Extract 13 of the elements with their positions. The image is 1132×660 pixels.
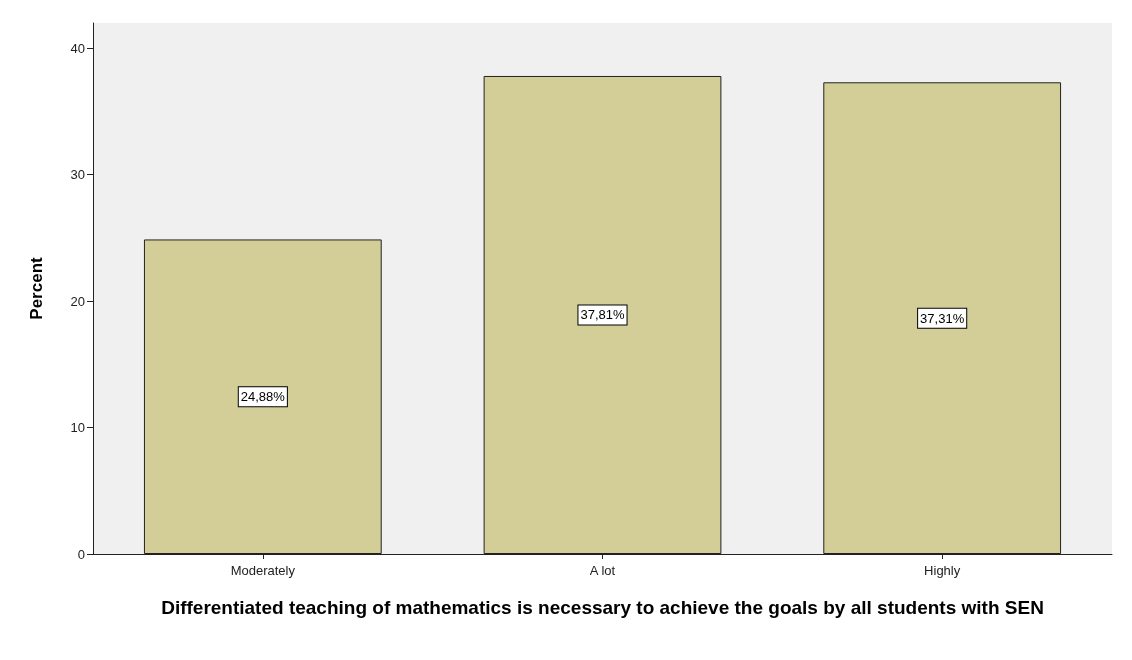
x-tick-label: Highly [924,563,961,578]
y-tick-label: 10 [70,420,85,436]
x-axis-title: Differentiated teaching of mathematics is necessary to achieve the goals by all students with SEN [161,597,1044,618]
y-tick-label: 40 [70,40,85,56]
y-tick-label: 30 [70,167,85,183]
x-tick-label: Moderately [230,563,296,578]
y-tick-label: 20 [70,293,85,309]
data-label: 37,81% [580,307,625,323]
data-label: 37,31% [920,310,965,326]
data-label: 24,88% [240,389,286,405]
y-axis-title: Percent [27,256,46,320]
x-tick-label: A lot [589,563,616,578]
y-tick-label: 0 [77,546,85,562]
